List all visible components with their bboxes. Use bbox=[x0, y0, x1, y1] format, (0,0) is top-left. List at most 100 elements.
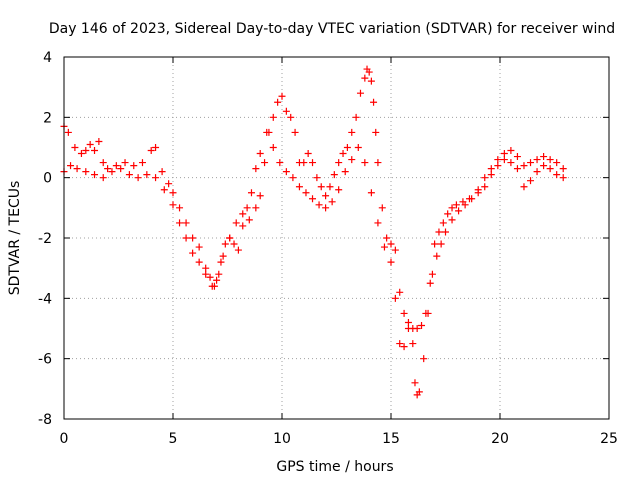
data-point bbox=[487, 171, 495, 179]
data-point bbox=[91, 171, 99, 179]
data-point bbox=[208, 282, 216, 290]
data-point bbox=[77, 150, 85, 158]
data-point bbox=[413, 325, 421, 332]
data-point bbox=[182, 234, 190, 242]
data-point bbox=[276, 159, 284, 167]
data-point bbox=[365, 68, 373, 76]
data-point bbox=[533, 168, 541, 176]
x-tick-label: 0 bbox=[60, 431, 69, 447]
x-tick-label: 10 bbox=[273, 431, 291, 447]
data-point bbox=[274, 98, 282, 106]
data-point bbox=[409, 340, 417, 348]
data-point bbox=[411, 379, 419, 387]
data-point bbox=[158, 168, 166, 176]
series-trace-1 bbox=[60, 65, 567, 332]
data-point bbox=[500, 156, 508, 164]
data-point bbox=[176, 219, 184, 227]
data-point bbox=[230, 240, 238, 248]
data-point bbox=[82, 147, 90, 155]
data-point bbox=[437, 240, 445, 248]
data-point bbox=[559, 165, 567, 173]
data-point bbox=[474, 189, 482, 197]
data-point bbox=[404, 318, 412, 326]
data-point bbox=[404, 325, 412, 332]
data-point bbox=[367, 77, 375, 85]
y-tick-label: 0 bbox=[43, 171, 52, 187]
data-point bbox=[468, 195, 476, 203]
data-point bbox=[247, 189, 255, 197]
data-point bbox=[494, 162, 502, 170]
y-tick-label: -4 bbox=[38, 291, 52, 307]
grid bbox=[64, 57, 609, 419]
data-point bbox=[387, 258, 395, 266]
data-point bbox=[435, 228, 443, 236]
data-point bbox=[448, 216, 456, 224]
data-point bbox=[374, 219, 382, 227]
data-point bbox=[400, 343, 408, 351]
data-point bbox=[245, 216, 253, 224]
data-point bbox=[400, 309, 408, 317]
data-point bbox=[169, 189, 177, 197]
data-point bbox=[507, 159, 515, 167]
data-point bbox=[300, 159, 308, 167]
data-point bbox=[138, 159, 146, 167]
data-point bbox=[71, 144, 79, 151]
data-point bbox=[348, 128, 356, 136]
data-point bbox=[533, 156, 541, 164]
data-point bbox=[64, 128, 72, 136]
data-point bbox=[91, 147, 99, 155]
data-point bbox=[313, 174, 321, 182]
data-point bbox=[387, 240, 395, 248]
data-point bbox=[546, 165, 554, 173]
data-point bbox=[95, 137, 103, 145]
data-point bbox=[343, 144, 351, 151]
x-tick-label: 5 bbox=[169, 431, 178, 447]
data-point bbox=[117, 165, 125, 173]
data-point bbox=[215, 270, 223, 278]
data-point bbox=[326, 183, 334, 191]
data-point bbox=[289, 174, 297, 182]
data-point bbox=[304, 150, 312, 158]
data-point bbox=[520, 183, 528, 191]
data-point bbox=[243, 204, 251, 212]
data-point bbox=[374, 159, 382, 167]
data-point bbox=[352, 113, 360, 121]
data-point bbox=[487, 165, 495, 173]
chart-title: Day 146 of 2023, Sidereal Day-to-day VTE… bbox=[49, 21, 615, 37]
data-point bbox=[99, 174, 107, 182]
data-point bbox=[317, 183, 325, 191]
data-point bbox=[130, 162, 138, 170]
y-tick-label: 2 bbox=[43, 110, 52, 126]
data-point bbox=[73, 165, 81, 173]
x-tick-label: 20 bbox=[491, 431, 509, 447]
data-point bbox=[378, 204, 386, 212]
data-point bbox=[361, 74, 369, 82]
data-point bbox=[195, 243, 203, 251]
data-point bbox=[86, 140, 94, 148]
data-point bbox=[195, 258, 203, 266]
data-point bbox=[339, 150, 347, 158]
data-point bbox=[256, 150, 264, 158]
data-point bbox=[372, 128, 380, 136]
data-point bbox=[461, 201, 469, 209]
data-point bbox=[232, 219, 240, 227]
data-point bbox=[82, 168, 90, 176]
data-point bbox=[322, 192, 330, 200]
data-point bbox=[380, 243, 388, 251]
y-axis-label: SDTVAR / TECUs bbox=[7, 181, 23, 296]
data-point bbox=[99, 159, 107, 167]
data-point bbox=[121, 159, 129, 167]
y-tick-label: -8 bbox=[38, 412, 52, 428]
data-point bbox=[125, 171, 133, 179]
data-point bbox=[356, 89, 364, 97]
data-point bbox=[263, 128, 271, 136]
data-point bbox=[282, 107, 290, 115]
y-tick-label: 4 bbox=[43, 50, 52, 66]
data-point bbox=[278, 92, 286, 100]
x-axis-label: GPS time / hours bbox=[276, 459, 393, 475]
data-point bbox=[134, 174, 142, 182]
data-point bbox=[391, 246, 399, 254]
data-point bbox=[189, 234, 197, 242]
